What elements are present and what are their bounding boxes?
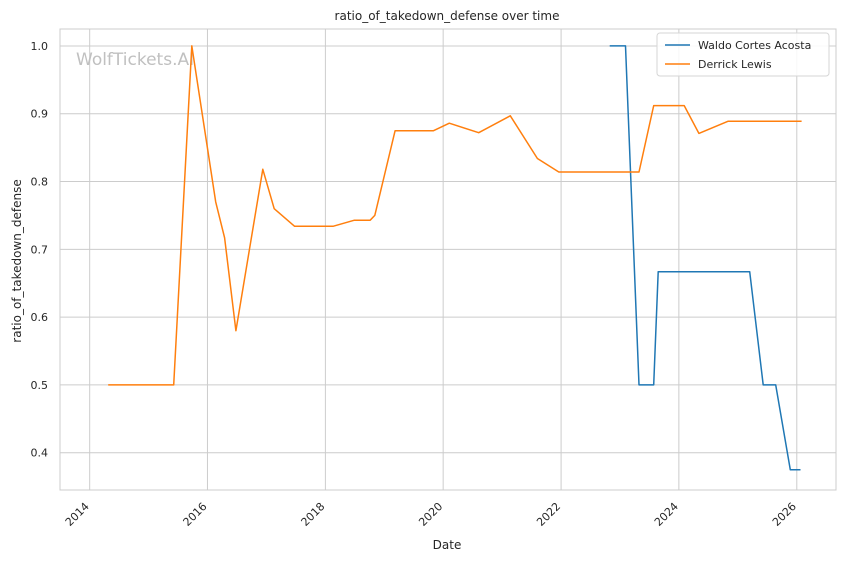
plot-frame [59, 28, 837, 491]
series-line-derrick-lewis [108, 45, 802, 386]
series-line-waldo-cortes-acosta [609, 45, 801, 471]
y-tick-label: 0.5 [31, 379, 49, 392]
y-axis-ticks: 0.4 0.5 0.6 0.7 0.8 0.9 1.0 [31, 40, 49, 460]
series-layer [108, 45, 802, 471]
y-tick-label: 0.6 [31, 311, 49, 324]
watermark-text: WolfTickets.AI [76, 50, 194, 70]
y-axis-label: ratio_of_takedown_defense [10, 179, 24, 342]
chart-title: ratio_of_takedown_defense over time [335, 9, 560, 23]
y-tick-label: 0.8 [31, 176, 49, 189]
y-tick-label: 1.0 [31, 40, 49, 53]
y-tick-label: 0.9 [31, 108, 49, 121]
y-tick-label: 0.4 [31, 447, 49, 460]
y-tick-label: 0.7 [31, 243, 49, 256]
legend-label-derrick-lewis: Derrick Lewis [698, 58, 772, 71]
x-axis-label: Date [433, 538, 462, 552]
legend: Waldo Cortes Acosta Derrick Lewis [656, 32, 830, 77]
grid [60, 29, 836, 490]
plot-background [60, 29, 836, 490]
legend-label-waldo-cortes-acosta: Waldo Cortes Acosta [698, 39, 811, 52]
legend-box [656, 32, 830, 77]
